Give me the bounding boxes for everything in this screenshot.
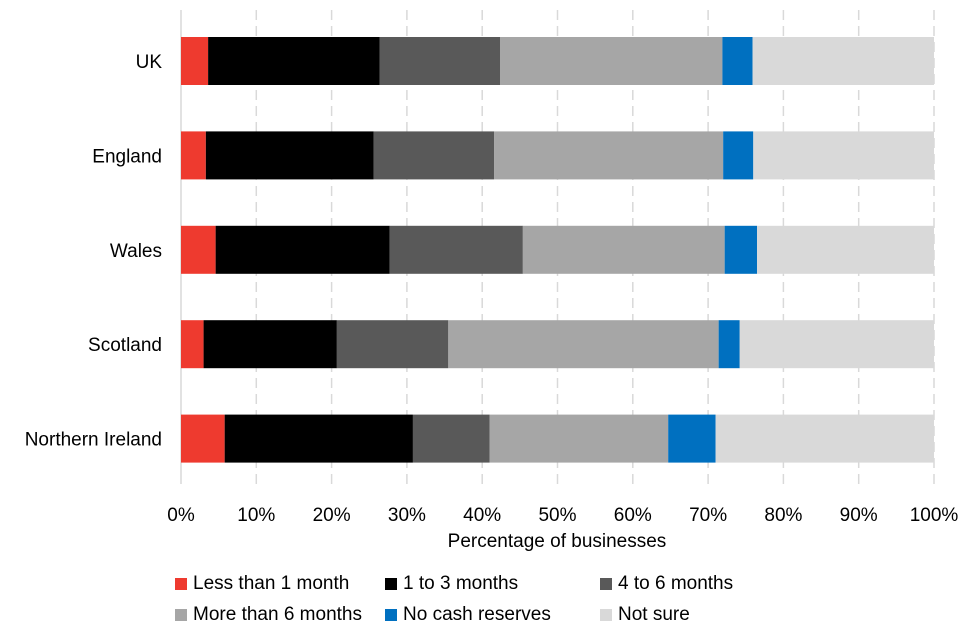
bar-segment <box>715 414 934 463</box>
x-tick-label: 80% <box>764 505 802 526</box>
legend-item: More than 6 months <box>175 601 362 629</box>
x-tick-label: 70% <box>689 505 727 526</box>
x-tick-labels: 0% 10% 20% 30% 40% 50% 60% 70% 80% 90% 100% <box>167 505 958 526</box>
legend-swatch <box>600 609 612 621</box>
legend-label: 4 to 6 months <box>618 573 734 594</box>
legend-item: 1 to 3 months <box>385 570 518 598</box>
bar-segment <box>373 131 495 180</box>
bar-segment <box>389 225 523 274</box>
bar-segment <box>336 320 449 369</box>
category-label: Scotland <box>88 335 162 356</box>
legend-swatch <box>385 578 397 590</box>
x-tick-label: 40% <box>463 505 501 526</box>
legend-label: No cash reserves <box>403 604 551 625</box>
bar-segment <box>205 131 374 180</box>
bar-segment <box>379 37 501 85</box>
legend-label: Less than 1 month <box>193 573 350 594</box>
bar-segment <box>494 131 724 180</box>
bar-segment <box>500 37 723 85</box>
legend-item: 4 to 6 months <box>600 570 733 598</box>
bar-segment <box>668 414 716 463</box>
x-tick-label: 30% <box>388 505 426 526</box>
bar-segment <box>181 320 204 369</box>
legend-swatch <box>175 609 187 621</box>
bar-segment <box>224 414 413 463</box>
category-label: Northern Ireland <box>25 430 162 451</box>
bar-segment <box>724 225 758 274</box>
legend-label: More than 6 months <box>193 604 362 625</box>
legend-item: No cash reserves <box>385 601 551 629</box>
bar-segment <box>757 225 934 274</box>
category-labels: UK England Wales Scotland Northern Ireland <box>25 52 163 451</box>
x-tick-label: 90% <box>840 505 878 526</box>
bar-segment <box>489 414 669 463</box>
category-label: UK <box>136 52 163 73</box>
bar-segment <box>718 320 740 369</box>
category-label: Wales <box>110 241 162 262</box>
bar-segment <box>181 131 206 180</box>
bar-segment <box>181 414 225 463</box>
bar-segment <box>203 320 337 369</box>
x-tick-label: 20% <box>313 505 351 526</box>
stacked-bar-chart: UK England Wales Scotland Northern Ireland 0… <box>25 10 958 552</box>
legend-swatch <box>175 578 187 590</box>
x-tick-label: 60% <box>614 505 652 526</box>
legend: Less than 1 month 1 to 3 months 4 to 6 mon… <box>175 570 975 632</box>
bar-segment <box>215 225 390 274</box>
x-tick-label: 50% <box>538 505 576 526</box>
bars <box>181 37 934 463</box>
bar-segment <box>739 320 934 369</box>
bar-segment <box>412 414 490 463</box>
bar-segment <box>752 37 934 85</box>
category-label: England <box>92 146 162 167</box>
legend-label: 1 to 3 months <box>403 573 519 594</box>
bar-segment <box>753 131 934 180</box>
legend-label: Not sure <box>618 604 690 625</box>
legend-item: Not sure <box>600 601 690 629</box>
legend-swatch <box>385 609 397 621</box>
bar-segment <box>181 37 209 85</box>
x-tick-label: 100% <box>910 505 959 526</box>
x-tick-label: 10% <box>237 505 275 526</box>
x-axis-label: Percentage of businesses <box>448 531 667 552</box>
bar-segment <box>722 37 753 85</box>
bar-segment <box>723 131 754 180</box>
bar-segment <box>522 225 725 274</box>
legend-swatch <box>600 578 612 590</box>
legend-item: Less than 1 month <box>175 570 349 598</box>
x-tick-label: 0% <box>167 505 195 526</box>
bar-segment <box>208 37 380 85</box>
bar-segment <box>181 225 216 274</box>
bar-segment <box>448 320 719 369</box>
